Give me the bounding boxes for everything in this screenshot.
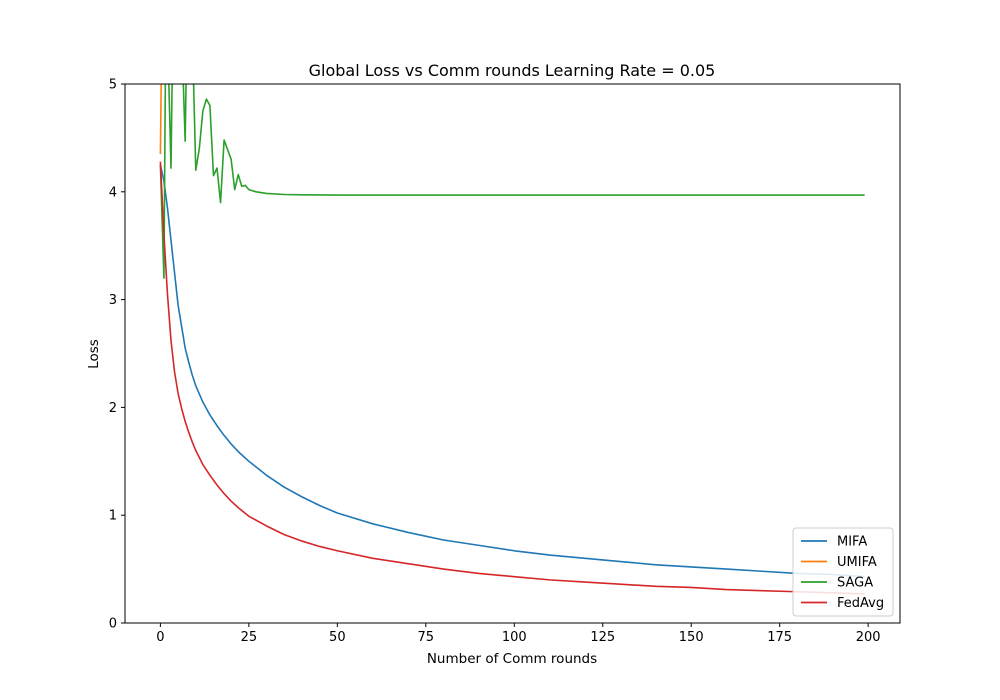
x-axis-label: Number of Comm rounds [427, 651, 597, 667]
legend-label-mifa: MIFA [837, 535, 867, 550]
legend: MIFA UMIFA SAGA FedAvg [792, 527, 894, 617]
y-tick-label: 3 [109, 293, 117, 308]
x-tick-label: 0 [156, 630, 164, 645]
x-tick-label: 125 [590, 630, 615, 645]
legend-box [792, 527, 894, 617]
y-tick-label: 5 [109, 78, 117, 93]
y-axis-label: Loss [86, 339, 102, 369]
series-line-umifa [159, 84, 162, 155]
series-line-fedavg [159, 161, 865, 595]
x-tick-label: 50 [329, 630, 346, 645]
series-line-mifa [159, 164, 865, 578]
series-line-saga [159, 84, 865, 279]
legend-label-umifa: UMIFA [837, 555, 877, 570]
x-axis: 0 25 50 75 100 125 150 175 200 [156, 623, 881, 645]
plot-frame [124, 83, 901, 624]
y-tick-label: 2 [109, 401, 117, 416]
y-tick-label: 0 [109, 617, 117, 632]
x-tick-label: 75 [418, 630, 435, 645]
x-tick-label: 25 [241, 630, 258, 645]
x-tick-label: 150 [679, 630, 704, 645]
y-tick-label: 4 [109, 185, 117, 200]
legend-label-fedavg: FedAvg [837, 596, 884, 611]
x-tick-label: 175 [767, 630, 792, 645]
y-axis: 0 1 2 3 4 5 [109, 78, 125, 632]
y-tick-label: 1 [109, 509, 117, 524]
x-tick-label: 200 [856, 630, 881, 645]
x-tick-label: 100 [502, 630, 527, 645]
chart-title: Global Loss vs Comm rounds Learning Rate… [309, 61, 716, 80]
legend-label-saga: SAGA [837, 576, 873, 591]
series-layer [159, 84, 865, 595]
plot-background [125, 84, 900, 623]
